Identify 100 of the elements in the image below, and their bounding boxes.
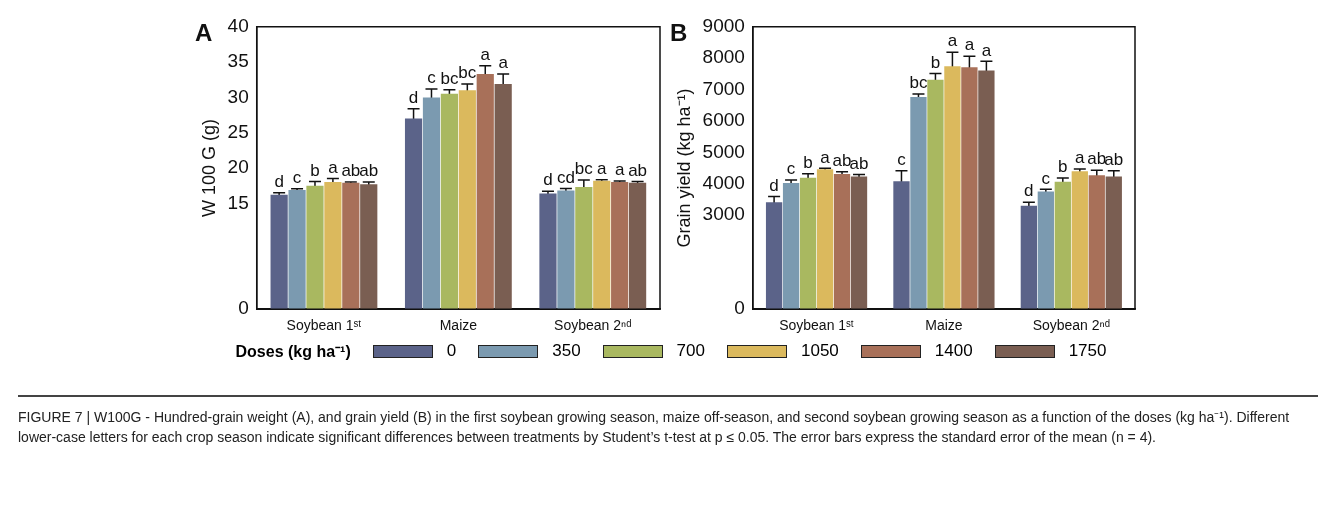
data-label: ab xyxy=(1087,149,1107,169)
y-tick-label: 7000 xyxy=(702,77,745,99)
legend-title: Doses (kg ha⁻¹) xyxy=(235,342,351,362)
data-label: cd xyxy=(556,167,575,187)
bar xyxy=(782,183,800,310)
bar xyxy=(833,173,851,310)
x-tick-label: Soybean 2ⁿᵈ xyxy=(1032,317,1110,334)
data-label: ab xyxy=(1104,150,1124,170)
data-label: b xyxy=(1058,157,1068,177)
bar xyxy=(557,190,575,310)
x-tick-label: Maize xyxy=(925,317,963,334)
data-label: bc xyxy=(458,63,477,83)
x-tick-label: Maize xyxy=(439,317,478,334)
data-label: a xyxy=(597,158,608,178)
bar xyxy=(816,169,834,310)
bar xyxy=(324,182,342,310)
legend-label: 350 xyxy=(552,341,581,361)
data-label: c xyxy=(897,150,907,170)
data-label: bc xyxy=(574,159,594,179)
data-label: b xyxy=(930,52,941,72)
bar xyxy=(893,181,910,310)
y-tick-label: 9000 xyxy=(702,15,745,37)
bar xyxy=(1020,205,1037,310)
data-label: ab xyxy=(359,161,379,181)
legend-label: 0 xyxy=(446,341,457,361)
chart-title: B xyxy=(670,19,688,47)
data-label: b xyxy=(803,152,813,172)
y-tick-label: 30 xyxy=(227,85,249,107)
legend-label: 1400 xyxy=(934,341,973,361)
bar xyxy=(404,118,423,310)
y-tick-label: 3000 xyxy=(702,203,745,225)
bar xyxy=(476,74,494,310)
bar xyxy=(978,70,995,310)
y-tick-label: 35 xyxy=(227,50,249,72)
data-label: c xyxy=(292,168,302,188)
y-tick-label: 8000 xyxy=(702,46,745,68)
y-tick-label: 40 xyxy=(227,15,249,37)
bar xyxy=(458,90,476,310)
data-label: b xyxy=(310,160,320,180)
bar xyxy=(1105,176,1122,310)
data-label: d xyxy=(769,175,779,195)
bar xyxy=(850,176,868,310)
data-label: a xyxy=(947,31,958,51)
data-label: d xyxy=(274,171,284,191)
bar xyxy=(628,182,647,310)
data-label: c xyxy=(427,68,437,88)
y-tick-label: 4000 xyxy=(702,171,745,193)
bar xyxy=(593,180,611,310)
data-label: d xyxy=(543,170,553,190)
bar xyxy=(799,177,817,310)
bar xyxy=(270,194,288,310)
legend-label: 1050 xyxy=(800,341,839,361)
legend-label: 700 xyxy=(676,341,705,361)
bar xyxy=(611,182,629,310)
bar xyxy=(944,66,961,310)
caption: FIGURE 7 | W100G - Hundred-grain weight (A), and grain yield (B) in the first soybean growing season, maize off-season, and second soybean growing season as a function of the doses (kg ha⁻¹). Different lower-case letters for each crop season indicate significant differences between treatments by Student’s t-test at p ≤ 0.05. The error bars express the standard error of the mean (n = 4). xyxy=(18,408,1291,447)
bar xyxy=(306,185,324,310)
data-label: ab xyxy=(849,153,869,173)
bar xyxy=(1071,171,1088,310)
data-label: bc xyxy=(440,68,459,88)
data-label: d xyxy=(408,87,419,107)
bar xyxy=(440,93,459,310)
bar xyxy=(1037,191,1054,310)
y-axis-title: W 100 G (g) xyxy=(198,118,219,218)
legend-label: 1750 xyxy=(1068,341,1107,361)
y-tick-label: 25 xyxy=(227,120,249,142)
data-label: a xyxy=(820,147,831,167)
bar xyxy=(342,182,360,310)
y-tick-label: 0 xyxy=(238,297,249,319)
bar xyxy=(288,189,306,310)
data-label: a xyxy=(328,157,339,177)
bar xyxy=(961,67,978,310)
y-tick-label: 6000 xyxy=(702,109,745,131)
bar xyxy=(927,79,944,310)
data-label: bc xyxy=(909,73,928,93)
data-label: ab xyxy=(628,160,648,180)
x-tick-label: Soybean 1ˢᵗ xyxy=(779,317,854,334)
bar xyxy=(539,193,557,310)
y-tick-label: 15 xyxy=(227,191,249,213)
data-label: a xyxy=(498,53,509,73)
data-label: a xyxy=(480,44,491,64)
bar xyxy=(1054,181,1071,310)
data-label: c xyxy=(786,159,796,179)
bar xyxy=(1088,175,1105,310)
data-label: ab xyxy=(341,161,361,181)
y-axis-title: Grain yield (kg ha⁻¹) xyxy=(673,88,694,248)
bar xyxy=(765,202,783,310)
bar xyxy=(575,187,593,310)
y-tick-label: 20 xyxy=(227,156,249,178)
data-label: d xyxy=(1024,181,1034,201)
chart-title: A xyxy=(195,19,213,47)
bar xyxy=(494,83,512,310)
bar xyxy=(910,97,927,310)
bar xyxy=(422,97,441,310)
data-label: a xyxy=(614,160,625,180)
data-label: a xyxy=(964,35,975,55)
x-tick-label: Soybean 2ⁿᵈ xyxy=(554,317,632,334)
data-label: a xyxy=(981,40,992,60)
data-label: a xyxy=(1075,148,1086,168)
x-tick-label: Soybean 1ˢᵗ xyxy=(286,317,362,334)
